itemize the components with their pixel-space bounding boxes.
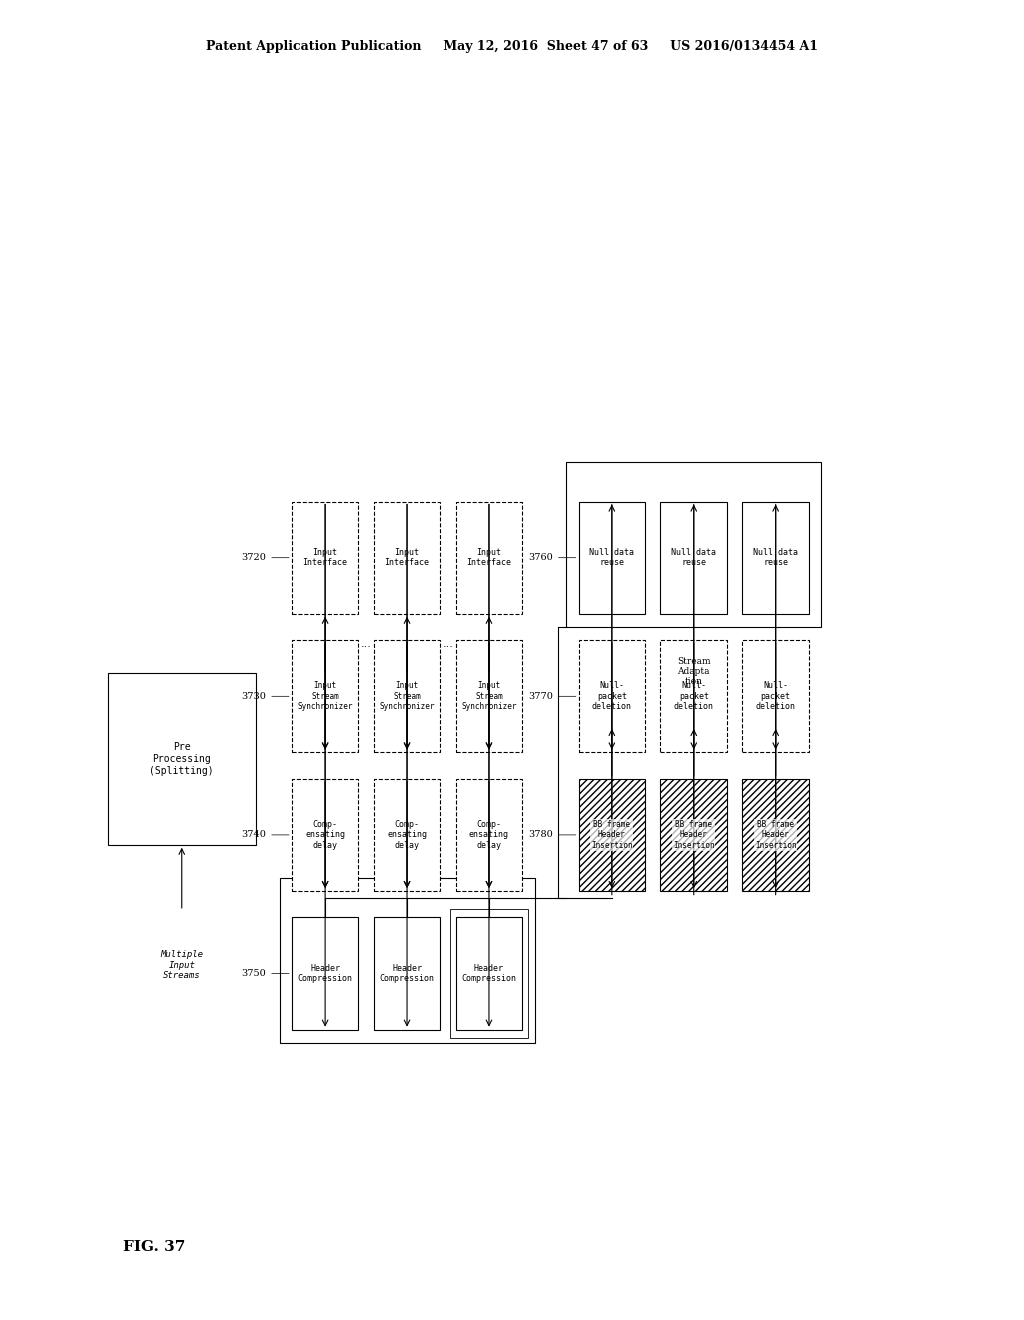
Bar: [566, 462, 821, 627]
FancyBboxPatch shape: [292, 779, 358, 891]
Text: Input
Interface: Input Interface: [303, 548, 347, 568]
Text: Pre
Processing
(Splitting): Pre Processing (Splitting): [150, 742, 214, 776]
FancyBboxPatch shape: [292, 917, 358, 1030]
FancyBboxPatch shape: [579, 779, 645, 891]
Text: ...: ...: [360, 639, 372, 648]
FancyBboxPatch shape: [374, 779, 440, 891]
FancyBboxPatch shape: [456, 502, 522, 614]
FancyBboxPatch shape: [579, 502, 645, 614]
Text: Null data
reuse: Null data reuse: [590, 548, 634, 568]
Text: Comp-
ensating
delay: Comp- ensating delay: [387, 820, 427, 850]
Text: Null-
packet
deletion: Null- packet deletion: [756, 681, 796, 711]
Text: Input
Interface: Input Interface: [385, 548, 429, 568]
FancyBboxPatch shape: [742, 502, 809, 614]
FancyBboxPatch shape: [742, 640, 809, 752]
Text: FIG. 37: FIG. 37: [123, 1241, 185, 1254]
Text: BB frame
Header
Insertion: BB frame Header Insertion: [755, 820, 797, 850]
Text: Comp-
ensating
delay: Comp- ensating delay: [305, 820, 345, 850]
Text: Patent Application Publication     May 12, 2016  Sheet 47 of 63     US 2016/0134: Patent Application Publication May 12, 2…: [206, 40, 818, 53]
Text: Comp-
ensating
delay: Comp- ensating delay: [469, 820, 509, 850]
Text: 3750: 3750: [242, 969, 289, 978]
FancyBboxPatch shape: [660, 502, 727, 614]
Text: Header
Compression: Header Compression: [298, 964, 352, 983]
Text: Header
Compression: Header Compression: [462, 964, 516, 983]
Text: 3720: 3720: [242, 553, 289, 562]
Text: 3760: 3760: [528, 553, 575, 562]
Text: Null-
packet
deletion: Null- packet deletion: [592, 681, 632, 711]
Text: 3730: 3730: [242, 692, 289, 701]
Text: Null data
reuse: Null data reuse: [672, 548, 716, 568]
Text: Input
Stream
Synchronizer: Input Stream Synchronizer: [379, 681, 435, 711]
FancyBboxPatch shape: [292, 502, 358, 614]
Text: Input
Interface: Input Interface: [467, 548, 511, 568]
Text: Null-
packet
deletion: Null- packet deletion: [674, 681, 714, 711]
Text: Input
Stream
Synchronizer: Input Stream Synchronizer: [461, 681, 517, 711]
Text: 3780: 3780: [528, 830, 575, 840]
FancyBboxPatch shape: [374, 640, 440, 752]
Text: Null data
reuse: Null data reuse: [754, 548, 798, 568]
Bar: [280, 878, 535, 1043]
FancyBboxPatch shape: [579, 640, 645, 752]
Text: BB frame
Header
Insertion: BB frame Header Insertion: [673, 820, 715, 850]
FancyBboxPatch shape: [660, 779, 727, 891]
FancyBboxPatch shape: [292, 640, 358, 752]
FancyBboxPatch shape: [374, 917, 440, 1030]
FancyBboxPatch shape: [742, 779, 809, 891]
Text: ...: ...: [442, 639, 454, 648]
FancyBboxPatch shape: [108, 673, 256, 845]
Text: BB frame
Header
Insertion: BB frame Header Insertion: [591, 820, 633, 850]
Text: Header
Compression: Header Compression: [380, 964, 434, 983]
FancyBboxPatch shape: [456, 779, 522, 891]
FancyBboxPatch shape: [374, 502, 440, 614]
Text: 3770: 3770: [528, 692, 575, 701]
Bar: [450, 909, 528, 1038]
Text: Input
Stream
Synchronizer: Input Stream Synchronizer: [297, 681, 353, 711]
Text: Multiple
Input
Streams: Multiple Input Streams: [161, 950, 203, 981]
FancyBboxPatch shape: [456, 640, 522, 752]
FancyBboxPatch shape: [660, 640, 727, 752]
FancyBboxPatch shape: [456, 917, 522, 1030]
Text: Stream
Adapta
tion: Stream Adapta tion: [677, 656, 711, 686]
Text: 3740: 3740: [242, 830, 289, 840]
